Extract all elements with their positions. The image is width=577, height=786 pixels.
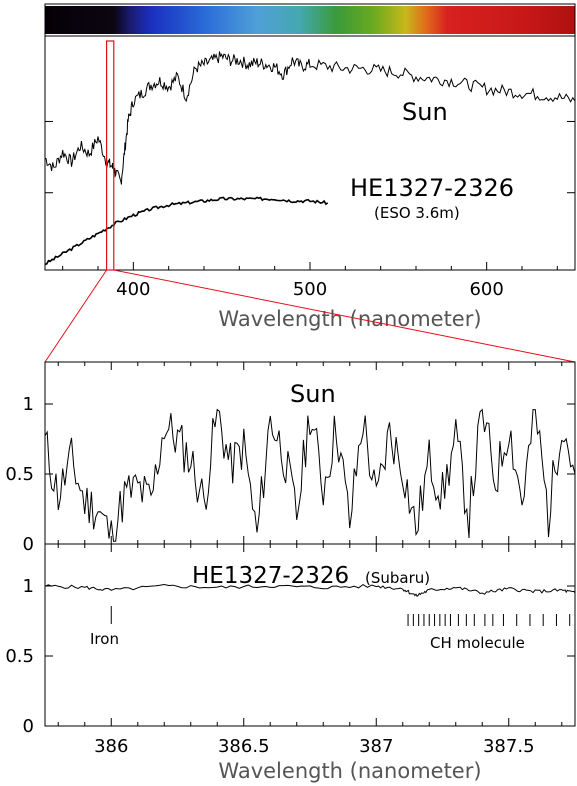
bottom-panel: 00.51 386 386.5 387 387.5 HE1327-2326 (Suba… bbox=[5, 543, 576, 783]
star-spectrum-line bbox=[44, 196, 329, 266]
top-label-sun: Sun bbox=[402, 98, 448, 126]
sun-spectrum-line bbox=[44, 51, 576, 185]
middle-panel: 00.51 Sun bbox=[5, 361, 576, 555]
middle-x-ticks bbox=[57, 362, 563, 544]
bottom-x-tick-label: 387 bbox=[359, 736, 393, 757]
bottom-x-tick-label: 387.5 bbox=[483, 736, 535, 757]
bottom-xlabel: Wavelength (nanometer) bbox=[218, 759, 481, 783]
middle-y-tick-label: 0 bbox=[23, 534, 34, 555]
ch-label: CH molecule bbox=[430, 634, 525, 652]
top-label-star: HE1327-2326 bbox=[350, 174, 514, 202]
middle-y-tick-label: 0.5 bbox=[5, 464, 34, 485]
star-zoom-line bbox=[44, 583, 576, 597]
bottom-plot-frame bbox=[44, 543, 576, 727]
top-y-ticks bbox=[45, 120, 575, 194]
top-x-tick-label: 500 bbox=[293, 279, 327, 300]
middle-y-tick-label: 1 bbox=[23, 394, 34, 415]
middle-y-ticks: 00.51 bbox=[5, 394, 575, 555]
bottom-y-tick-label: 0 bbox=[23, 716, 34, 737]
top-plot-frame bbox=[44, 3, 576, 271]
top-panel: 400 500 600 Sun HE1327-2326 (ESO 3.6m) Wav… bbox=[44, 3, 576, 331]
bottom-y-tick-label: 0.5 bbox=[5, 646, 34, 667]
ch-line-markers bbox=[407, 614, 571, 626]
zoom-connector-left bbox=[44, 269, 108, 363]
spectrum-bar bbox=[45, 6, 575, 34]
zoom-connector-right bbox=[113, 269, 576, 363]
middle-title: Sun bbox=[290, 380, 336, 408]
zoom-region-box bbox=[105, 40, 115, 271]
iron-label: Iron bbox=[90, 630, 119, 648]
bottom-y-ticks: 00.51 bbox=[5, 576, 575, 737]
bottom-title: HE1327-2326 bbox=[192, 563, 349, 589]
top-x-tick-label: 600 bbox=[469, 279, 503, 300]
bottom-x-tick-label: 386.5 bbox=[218, 736, 270, 757]
top-label-star-sub: (ESO 3.6m) bbox=[374, 204, 460, 222]
bottom-x-ticks: 386 386.5 387 387.5 bbox=[57, 544, 563, 757]
top-x-ticks: 400 500 600 bbox=[62, 262, 558, 300]
bottom-y-tick-label: 1 bbox=[23, 576, 34, 597]
bottom-x-tick-label: 386 bbox=[94, 736, 128, 757]
sun-zoom-line bbox=[44, 408, 576, 542]
top-xlabel: Wavelength (nanometer) bbox=[218, 307, 481, 331]
top-x-tick-label: 400 bbox=[116, 279, 150, 300]
bottom-title-sub: (Subaru) bbox=[365, 569, 430, 587]
